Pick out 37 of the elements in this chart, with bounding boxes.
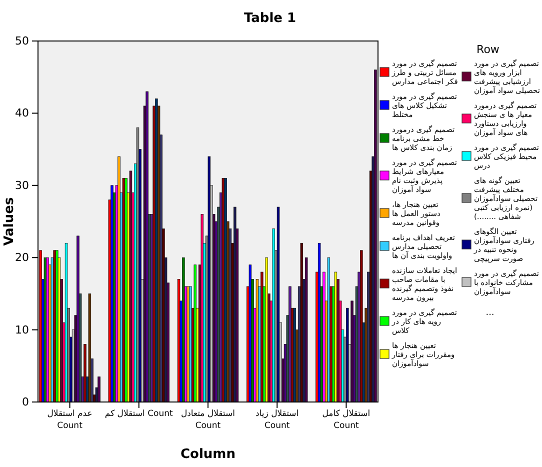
bar <box>200 214 204 402</box>
y-tick-label: 20 <box>15 251 29 264</box>
bar <box>293 308 296 402</box>
chart-title: Table 1 <box>244 11 296 26</box>
y-tick-label: 50 <box>15 34 29 48</box>
bar <box>374 70 377 402</box>
y-tick-label: 0 <box>22 396 29 409</box>
bar <box>304 257 308 402</box>
y-tick-label: 40 <box>15 106 29 120</box>
bar <box>224 178 227 402</box>
bar <box>146 91 148 402</box>
bar <box>118 156 120 402</box>
x-tick-label: استقلال کم Count <box>104 409 174 419</box>
bar <box>248 264 252 402</box>
bar <box>98 376 100 402</box>
y-axis-title: Values <box>2 197 17 246</box>
bar <box>360 250 363 402</box>
bar <box>222 178 225 402</box>
y-tick-label: 10 <box>15 323 29 336</box>
bar <box>39 250 42 402</box>
y-tick-label: 30 <box>15 178 29 192</box>
bar <box>276 206 280 402</box>
bar <box>208 156 211 402</box>
bar <box>300 242 304 402</box>
text: ... <box>486 308 494 318</box>
bar <box>53 250 56 402</box>
legend-title: Row <box>476 43 500 56</box>
bar <box>155 98 158 402</box>
x-axis-title: Column <box>180 447 236 462</box>
bar <box>186 286 190 402</box>
bar <box>56 250 58 402</box>
bar <box>288 286 292 402</box>
bar <box>46 257 49 402</box>
bar <box>334 272 338 402</box>
bar <box>110 185 114 402</box>
bar <box>136 127 140 402</box>
bar <box>76 236 80 402</box>
